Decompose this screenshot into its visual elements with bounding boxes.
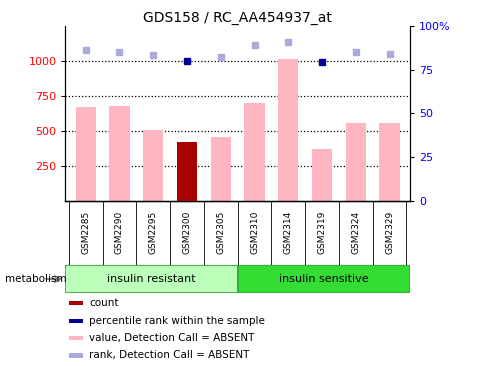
Bar xyxy=(109,106,129,201)
Text: GSM2295: GSM2295 xyxy=(149,210,157,254)
Bar xyxy=(65,265,237,293)
Bar xyxy=(69,319,83,323)
Bar xyxy=(345,123,365,201)
Text: GSM2324: GSM2324 xyxy=(350,210,360,254)
Bar xyxy=(244,103,264,201)
Text: GSM2305: GSM2305 xyxy=(216,210,225,254)
Text: GSM2300: GSM2300 xyxy=(182,210,191,254)
Bar xyxy=(69,336,83,340)
Text: GSM2319: GSM2319 xyxy=(317,210,326,254)
Bar xyxy=(69,354,83,358)
Text: count: count xyxy=(89,298,119,308)
Bar xyxy=(278,59,298,201)
Text: metabolism: metabolism xyxy=(5,274,66,284)
Text: GSM2285: GSM2285 xyxy=(81,210,90,254)
Bar xyxy=(210,137,230,201)
Text: insulin sensitive: insulin sensitive xyxy=(278,274,368,284)
Text: insulin resistant: insulin resistant xyxy=(107,274,196,284)
Text: GSM2290: GSM2290 xyxy=(115,210,124,254)
Bar xyxy=(311,149,332,201)
Bar xyxy=(378,123,399,201)
Text: GSM2314: GSM2314 xyxy=(283,210,292,254)
Bar xyxy=(237,265,409,293)
Title: GDS158 / RC_AA454937_at: GDS158 / RC_AA454937_at xyxy=(143,11,332,25)
Text: GSM2310: GSM2310 xyxy=(250,210,258,254)
Text: GSM2329: GSM2329 xyxy=(384,210,393,254)
Text: value, Detection Call = ABSENT: value, Detection Call = ABSENT xyxy=(89,333,254,343)
Text: rank, Detection Call = ABSENT: rank, Detection Call = ABSENT xyxy=(89,351,249,361)
Bar xyxy=(69,301,83,305)
Bar xyxy=(143,130,163,201)
Bar xyxy=(76,107,96,201)
Text: percentile rank within the sample: percentile rank within the sample xyxy=(89,316,265,326)
Bar xyxy=(177,142,197,201)
